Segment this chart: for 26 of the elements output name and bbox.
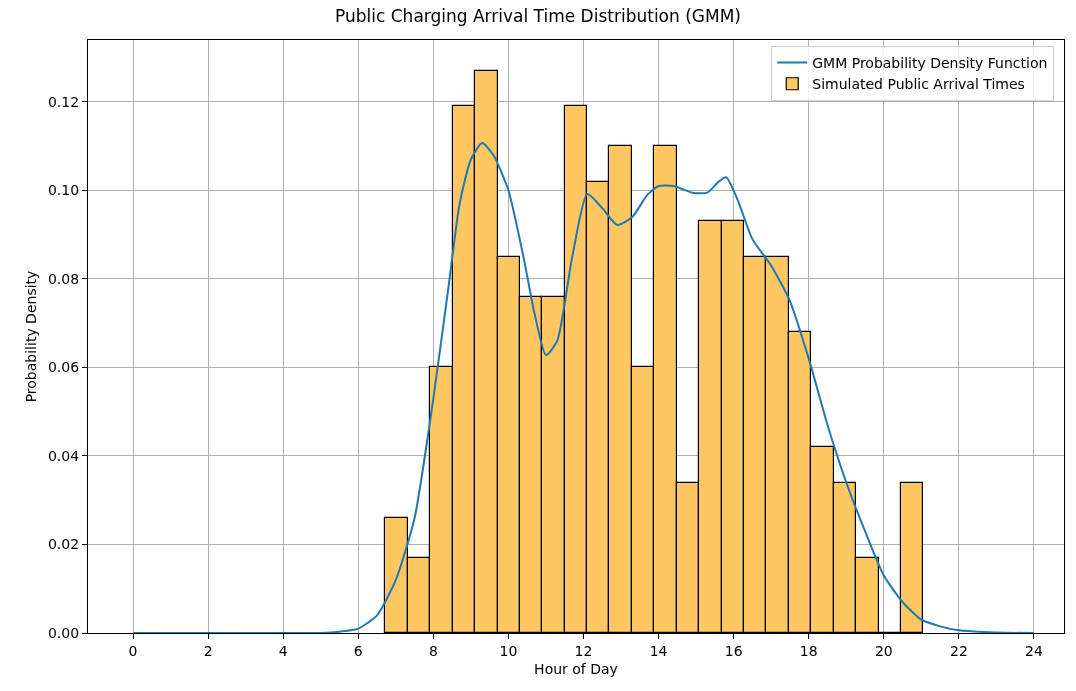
x-tick-label: 16: [724, 642, 743, 659]
x-tick-label: 2: [203, 642, 213, 659]
x-axis-title: Hour of Day: [534, 661, 618, 678]
line-series: [132, 142, 1035, 633]
x-tick-label: 12: [574, 642, 593, 659]
chart-title: Public Charging Arrival Time Distribution (GMM): [335, 6, 741, 27]
y-axis-title: Probability Density: [22, 270, 39, 403]
x-tick-label: 0: [128, 642, 138, 659]
x-tick-label: 8: [428, 642, 438, 659]
x-tick-label: 18: [799, 642, 818, 659]
y-tick-label: 0.04: [47, 447, 80, 464]
y-tick-label: 0.02: [47, 536, 80, 553]
x-tick-label: 20: [874, 642, 893, 659]
y-tick-label: 0.12: [47, 93, 80, 110]
y-tick-label: 0.10: [47, 182, 80, 199]
x-tick-label: 10: [499, 642, 518, 659]
x-tick-label: 4: [278, 642, 288, 659]
x-tick-label: 24: [1025, 642, 1043, 659]
x-tick-label: 6: [353, 642, 363, 659]
x-tick-label: 22: [949, 642, 968, 659]
x-tick-label: 14: [649, 642, 668, 659]
y-tick-label: 0.08: [47, 270, 80, 287]
y-tick-label: 0.06: [47, 359, 80, 376]
legend-label: Simulated Public Arrival Times: [812, 76, 1025, 93]
y-tick-label: 0.00: [47, 624, 80, 641]
legend-label: GMM Probability Density Function: [812, 54, 1048, 71]
